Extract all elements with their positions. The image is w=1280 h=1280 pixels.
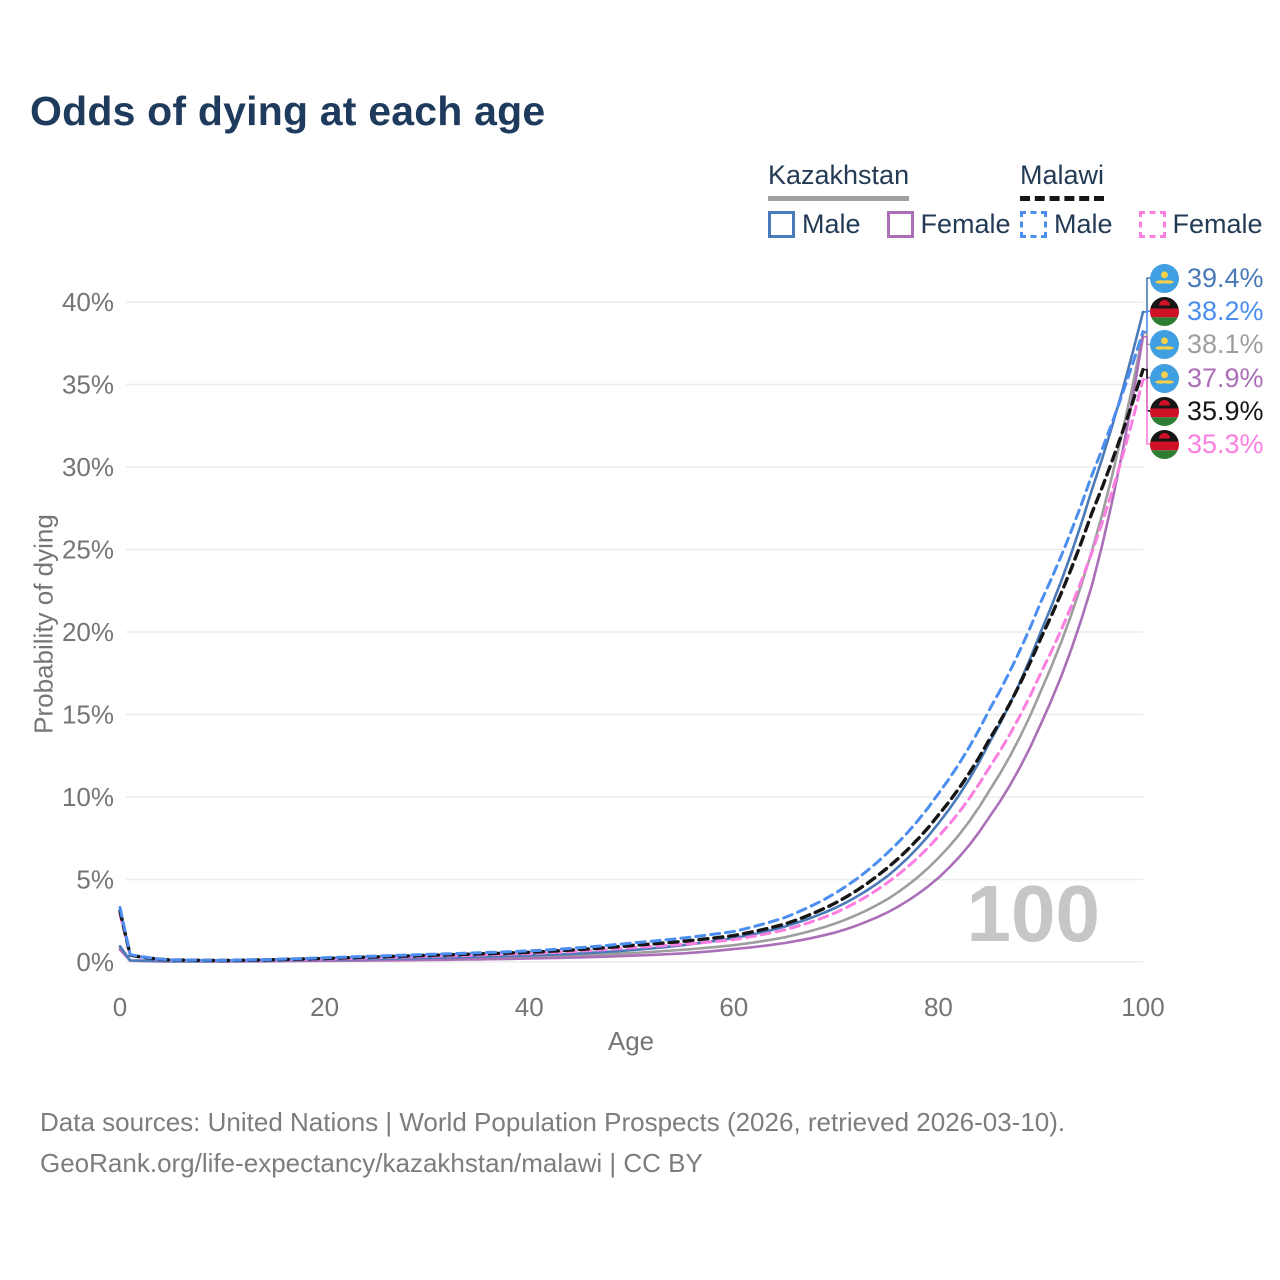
malawi-flag-icon (1150, 396, 1179, 426)
kazakhstan-flag-icon (1150, 330, 1179, 360)
legend-swatch-malawi-male (1020, 211, 1047, 238)
x-tick-label: 100 (1121, 992, 1164, 1022)
legend-swatch-kazakhstan-male (768, 211, 795, 238)
y-tick-label: 20% (62, 617, 114, 647)
legend-label-malawi-female: Female (1172, 209, 1263, 239)
y-tick-label: 40% (62, 287, 114, 317)
end-label-kz_female: 37.9% (1150, 363, 1264, 394)
x-tick-label: 80 (924, 992, 953, 1022)
legend-swatch-kazakhstan-female (886, 211, 914, 238)
end-label-connector-ml_female (1143, 378, 1150, 445)
x-tick-label: 60 (719, 992, 748, 1022)
footer-attribution-line: GeoRank.org/life-expectancy/kazakhstan/m… (40, 1148, 703, 1178)
footer-source-line: Data sources: United Nations | World Pop… (40, 1107, 1066, 1137)
x-tick-label: 0 (113, 992, 127, 1022)
end-label-kz_total: 38.1% (1150, 329, 1264, 360)
end-label-connector-ml_male (1143, 310, 1150, 333)
x-axis-title: Age (607, 1026, 655, 1056)
y-axis-title: Probability of dying (28, 514, 59, 734)
end-label-value: 38.2% (1187, 296, 1264, 327)
end-label-value: 35.3% (1187, 429, 1264, 459)
end-label-value: 37.9% (1187, 362, 1264, 393)
legend-group-kazakhstan: Kazakhstan Male Female (768, 160, 1011, 240)
y-tick-label: 0% (76, 947, 114, 977)
end-label-value: 39.4% (1187, 263, 1264, 293)
end-label-ml_total: 35.9% (1150, 396, 1264, 427)
malawi-flag-icon (1150, 297, 1179, 327)
series-line-kz_male (118, 310, 1145, 963)
kazakhstan-flag-icon (1150, 363, 1179, 393)
legend-country-kazakhstan: Kazakhstan (768, 160, 910, 201)
legend-label-kazakhstan-female: Female (920, 209, 1011, 239)
y-tick-label: 35% (62, 370, 114, 400)
end-label-ml_male: 38.2% (1150, 296, 1264, 327)
series-line-ml_total (118, 367, 1145, 963)
legend-label-malawi-male: Male (1054, 209, 1113, 239)
legend-swatch-malawi-female (1138, 211, 1166, 238)
y-tick-label: 15% (62, 700, 114, 730)
legend-label-kazakhstan-male: Male (802, 209, 861, 239)
end-label-connector-kz_female (1143, 335, 1150, 379)
y-tick-label: 5% (76, 865, 114, 895)
page-title: Odds of dying at each age (30, 88, 546, 134)
y-tick-label: 10% (62, 782, 114, 812)
series-line-kz_total (118, 332, 1145, 963)
x-tick-label: 40 (515, 992, 544, 1022)
end-label-value: 38.1% (1187, 329, 1264, 360)
kazakhstan-flag-icon (1150, 264, 1179, 293)
legend-country-malawi: Malawi (1020, 160, 1105, 201)
malawi-flag-icon (1150, 430, 1179, 459)
x-tick-label: 20 (310, 992, 339, 1022)
end-label-connector-kz_male (1143, 277, 1150, 313)
series-line-ml_male (118, 330, 1145, 962)
series-line-kz_female (118, 335, 1145, 963)
legend-group-malawi: Malawi Male Female (1020, 160, 1263, 240)
end-label-value: 35.9% (1187, 395, 1264, 426)
y-tick-label: 25% (62, 535, 114, 565)
age-watermark: 100 (966, 869, 1100, 958)
y-tick-label: 30% (62, 452, 114, 482)
end-label-ml_female: 35.3% (1150, 429, 1264, 460)
end-label-kz_male: 39.4% (1150, 263, 1264, 294)
